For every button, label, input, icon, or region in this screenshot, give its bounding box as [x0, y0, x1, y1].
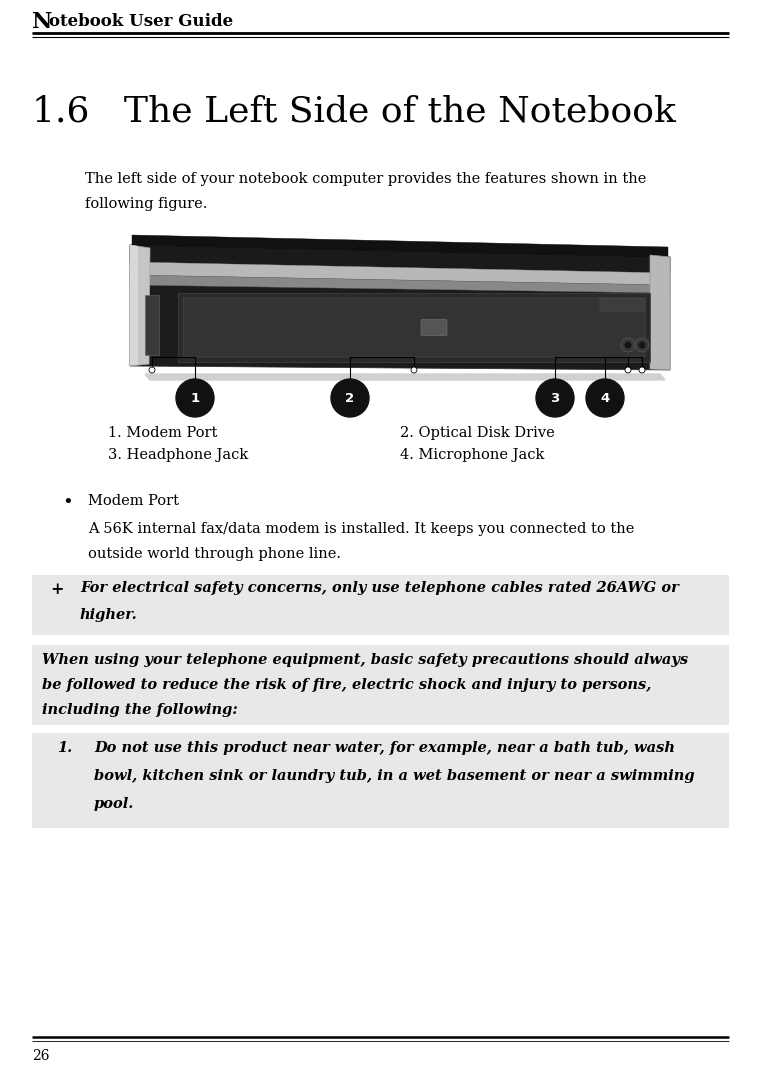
Text: •: • [62, 494, 73, 513]
Text: A 56K internal fax/data modem is installed. It keeps you connected to the: A 56K internal fax/data modem is install… [88, 522, 635, 536]
Circle shape [176, 379, 214, 416]
Circle shape [149, 367, 155, 373]
Text: Modem Port: Modem Port [88, 494, 179, 508]
Bar [32, 575, 729, 636]
Text: following figure.: following figure. [85, 197, 208, 211]
Text: Do not use this product near water, for example, near a bath tub, wash: Do not use this product near water, for … [94, 741, 675, 755]
Polygon shape [130, 245, 670, 370]
Text: 1.6   The Left Side of the Notebook: 1.6 The Left Side of the Notebook [32, 95, 676, 129]
Text: 1: 1 [190, 392, 199, 405]
Text: otebook User Guide: otebook User Guide [49, 14, 233, 30]
Bar [178, 293, 650, 361]
Text: outside world through phone line.: outside world through phone line. [88, 547, 341, 561]
Text: 4. Microphone Jack: 4. Microphone Jack [400, 448, 544, 462]
Text: 2: 2 [345, 392, 355, 405]
Text: be followed to reduce the risk of fire, electric shock and injury to persons,: be followed to reduce the risk of fire, … [42, 678, 651, 692]
Text: 3: 3 [550, 392, 559, 405]
Text: 4: 4 [600, 392, 610, 405]
Text: For electrical safety concerns, only use telephone cables rated 26AWG or: For electrical safety concerns, only use… [80, 581, 679, 595]
Text: 1.: 1. [57, 741, 72, 755]
Bar [145, 295, 159, 355]
Text: N: N [32, 11, 53, 33]
Circle shape [625, 341, 632, 349]
Text: When using your telephone equipment, basic safety precautions should always: When using your telephone equipment, bas… [42, 653, 688, 667]
Circle shape [639, 367, 645, 373]
Polygon shape [600, 298, 645, 311]
Circle shape [536, 379, 574, 416]
Polygon shape [130, 245, 670, 273]
Circle shape [331, 379, 369, 416]
Bar [183, 298, 645, 357]
Bar [32, 733, 729, 828]
Circle shape [635, 338, 649, 352]
FancyBboxPatch shape [421, 319, 447, 336]
Polygon shape [130, 275, 670, 293]
Circle shape [586, 379, 624, 416]
Polygon shape [650, 255, 670, 370]
Text: 2. Optical Disk Drive: 2. Optical Disk Drive [400, 426, 555, 440]
Text: 3. Headphone Jack: 3. Headphone Jack [108, 448, 248, 462]
Polygon shape [132, 235, 668, 257]
Polygon shape [130, 245, 150, 366]
Circle shape [625, 367, 631, 373]
Text: higher.: higher. [80, 607, 138, 622]
Text: The left side of your notebook computer provides the features shown in the: The left side of your notebook computer … [85, 172, 646, 186]
Text: pool.: pool. [94, 797, 135, 811]
Text: 1. Modem Port: 1. Modem Port [108, 426, 218, 440]
Polygon shape [130, 245, 138, 365]
Polygon shape [145, 374, 665, 380]
Text: including the following:: including the following: [42, 704, 237, 718]
Text: bowl, kitchen sink or laundry tub, in a wet basement or near a swimming: bowl, kitchen sink or laundry tub, in a … [94, 769, 695, 783]
Circle shape [638, 341, 645, 349]
Polygon shape [130, 262, 670, 285]
Circle shape [411, 367, 417, 373]
Text: 26: 26 [32, 1049, 49, 1063]
Text: +: + [50, 581, 63, 598]
Circle shape [621, 338, 635, 352]
Bar [32, 645, 729, 725]
